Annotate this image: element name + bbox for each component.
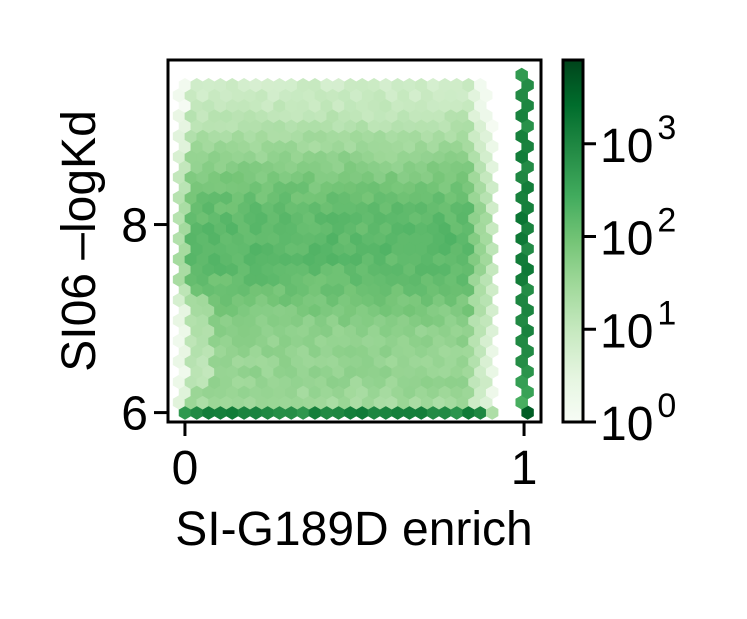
hexbin-cell [202,77,215,93]
hexbin-cell [438,77,452,93]
colorbar-frame [561,58,585,424]
hexbin-cell [214,77,227,93]
plot-frame [166,58,543,424]
hexbin-cell [403,77,416,93]
hexbin-cell [308,77,322,93]
hexbin-cell [355,77,369,93]
hexbin-cell [462,77,475,93]
x-tick-label: 0 [172,442,199,495]
hexbin-cell [226,77,239,93]
hexbin-cell [178,77,192,93]
hexbin-cell [332,77,345,93]
hexbin-cell [273,77,286,93]
hexbin-cell [450,77,463,93]
hexbin-cell [344,77,357,93]
hexbin-cell [426,77,440,93]
colorbar-tick-label: 10 2 [600,202,676,266]
hexbin-cell [261,77,274,93]
x-tick-label: 1 [511,442,538,495]
hexbin-cell [515,67,528,83]
hexbin-cell [249,77,263,93]
hexbin-cell [367,77,381,93]
x-axis-label: SI-G189D enrich [175,503,533,556]
hexbin-cell [285,77,298,93]
hexbin-cell [296,77,310,93]
hexbin-cells [172,67,534,420]
hexbin-cell [190,77,203,93]
y-tick-label: 6 [121,388,148,441]
axes: 0 1 6 8 [121,200,537,495]
colorbar [563,60,583,422]
hexbin-cell [379,77,393,93]
colorbar-tick-label: 10 1 [600,294,676,358]
colorbar-tick-label: 10 0 [600,387,676,451]
hexbin-cell [474,77,487,93]
hexbin-cell [237,77,251,93]
hexbin-cell [391,77,404,93]
hexbin-cell [415,77,428,93]
colorbar-tick-label: 10 3 [600,109,676,173]
hexbin-cell [320,77,333,93]
y-axis-label: SI06 –logKd [53,110,106,372]
y-tick-label: 8 [121,200,148,253]
